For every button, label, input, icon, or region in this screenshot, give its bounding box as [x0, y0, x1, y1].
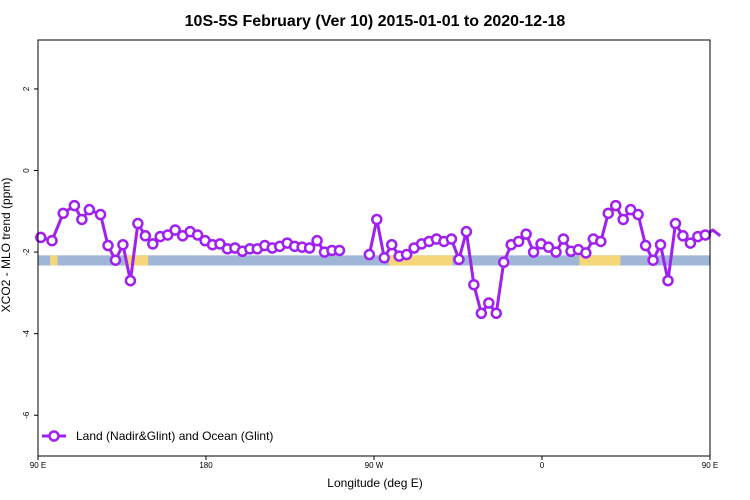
- data-point: [445, 233, 458, 245]
- y-tick-label: 2: [22, 86, 31, 91]
- data-point: [684, 237, 697, 249]
- data-point: [139, 230, 152, 242]
- series-layer: [35, 199, 722, 320]
- legend-entry-label: Land (Nadir&Glint) and Ocean (Glint): [76, 429, 273, 443]
- data-point: [699, 229, 712, 241]
- land-mask-band: [38, 255, 710, 266]
- data-point: [662, 274, 674, 287]
- data-point: [639, 239, 652, 252]
- data-point: [303, 242, 316, 254]
- data-point: [520, 228, 532, 240]
- data-point: [83, 203, 96, 216]
- data-point: [557, 233, 570, 245]
- data-point: [371, 213, 383, 226]
- data-point: [468, 278, 480, 291]
- data-point: [453, 253, 465, 266]
- land-band-segment: [388, 255, 453, 266]
- data-point: [609, 199, 622, 212]
- data-point: [102, 239, 114, 252]
- land-band-segment: [125, 255, 149, 266]
- data-point: [35, 231, 47, 244]
- data-point: [490, 307, 503, 320]
- data-point: [602, 207, 615, 220]
- data-point: [117, 238, 129, 251]
- data-point: [483, 297, 495, 309]
- ocean-band: [38, 255, 710, 266]
- data-point: [68, 199, 81, 212]
- data-point: [94, 208, 107, 221]
- plot-frame: [37, 39, 711, 457]
- y-tick-label: 0: [22, 168, 31, 173]
- land-band-segment: [50, 255, 58, 266]
- x-tick-label: 90 E: [30, 461, 46, 470]
- data-point: [595, 235, 607, 248]
- x-tick-label: 90 E: [702, 461, 718, 470]
- x-axis: 90 E 180 90 W 0 90 E: [30, 456, 718, 470]
- chart-title: 10S-5S February (Ver 10) 2015-01-01 to 2…: [185, 13, 566, 30]
- data-point: [677, 230, 689, 242]
- y-tick-label: -4: [22, 330, 31, 338]
- data-point: [647, 254, 659, 266]
- data-point: [669, 217, 682, 230]
- data-point: [460, 225, 473, 238]
- legend-marker-swatch: [48, 430, 60, 442]
- data-point: [363, 248, 376, 261]
- data-point: [385, 238, 398, 251]
- data-point: [400, 248, 413, 261]
- x-tick-label: 180: [199, 461, 213, 470]
- x-axis-label: Longitude (deg E): [327, 476, 422, 490]
- data-point: [550, 246, 562, 258]
- data-point: [46, 234, 58, 247]
- data-point: [527, 246, 540, 258]
- y-tick-label: -6: [22, 411, 31, 419]
- data-point: [632, 208, 644, 221]
- data-point: [191, 229, 204, 241]
- y-axis-label: XCO2 - MLO trend (ppm): [0, 178, 13, 313]
- legend: Land (Nadir&Glint) and Ocean (Glint): [42, 429, 273, 443]
- y-axis: 2 0 -2 -4 -6: [22, 86, 38, 419]
- data-point: [497, 256, 510, 269]
- data-point: [132, 217, 144, 230]
- y-tick-label: -2: [22, 248, 31, 256]
- data-point: [169, 224, 181, 236]
- data-point: [654, 238, 667, 251]
- data-point: [378, 252, 391, 264]
- land-band-segment: [579, 255, 621, 266]
- data-point: [57, 207, 69, 220]
- data-point: [76, 213, 88, 226]
- data-point: [512, 235, 525, 248]
- data-point: [311, 234, 323, 247]
- data-point: [475, 307, 488, 320]
- data-point: [109, 254, 122, 266]
- data-point: [333, 244, 346, 257]
- x-tick-label: 90 W: [365, 461, 384, 470]
- data-point: [617, 213, 629, 226]
- data-point: [147, 238, 159, 250]
- data-point: [124, 274, 137, 287]
- data-point: [580, 247, 592, 259]
- x-tick-label: 0: [540, 461, 545, 470]
